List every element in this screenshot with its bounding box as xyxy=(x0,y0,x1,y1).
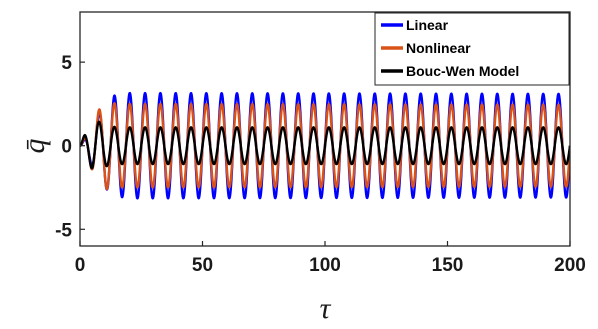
x-tick-label: 0 xyxy=(75,255,86,276)
x-axis-label: τ xyxy=(320,292,332,325)
x-tick-label: 50 xyxy=(192,255,213,276)
y-tick-label: 0 xyxy=(61,137,72,158)
legend-label-nonlinear: Nonlinear xyxy=(406,40,471,56)
series-line-bouc-wen xyxy=(80,120,570,170)
x-tick-label: 100 xyxy=(309,255,341,276)
ticks-layer: 0 50 100 150 200-505 xyxy=(55,53,586,276)
legend: Linear Nonlinear Bouc-Wen Model xyxy=(374,12,570,86)
legend-label-linear: Linear xyxy=(406,17,449,33)
y-tick-label: 5 xyxy=(61,53,72,74)
y-tick-label: -5 xyxy=(55,220,72,241)
legend-label-bouc-wen: Bouc-Wen Model xyxy=(406,63,519,79)
legend-box xyxy=(374,12,570,86)
x-tick-label: 200 xyxy=(554,255,586,276)
x-tick-label: 150 xyxy=(432,255,464,276)
y-axis-label: q̄ xyxy=(18,139,51,154)
series-layer xyxy=(80,91,570,200)
